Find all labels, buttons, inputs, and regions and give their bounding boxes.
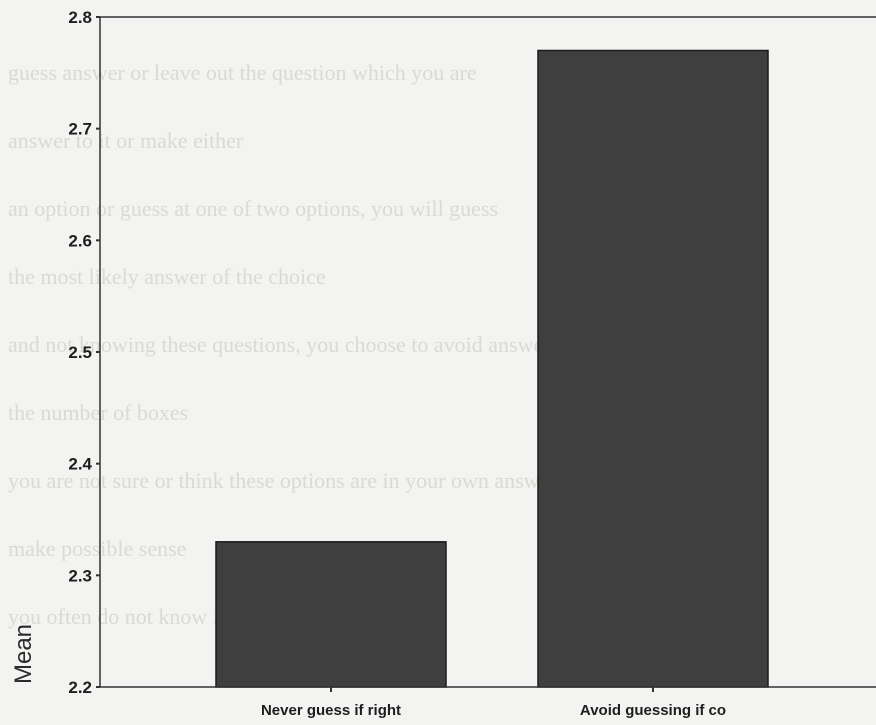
bleed-through-line: answer to it or make either (8, 128, 244, 153)
bar-1 (215, 541, 447, 688)
y-tick-label: 2.7 (68, 120, 92, 139)
bleed-through-line: make possible sense (8, 536, 186, 561)
y-tick-label: 2.2 (68, 678, 92, 697)
y-axis: 2.2 2.3 2.4 2.5 2.6 2.7 2.8 (68, 8, 101, 697)
y-tick-label: 2.6 (68, 231, 92, 250)
x-tick-label: Avoid guessing if co (580, 702, 726, 719)
bleed-through-line: and not knowing these questions, you cho… (8, 332, 579, 357)
bars-group (215, 49, 769, 688)
bleed-through-line: the number of boxes (8, 400, 188, 425)
bleed-through-line: you are not sure or think these options … (8, 468, 565, 493)
bar-2 (537, 49, 769, 688)
y-tick-label: 2.5 (68, 343, 92, 362)
y-tick-label: 2.4 (68, 455, 92, 474)
x-axis: Never guess if right Avoid guessing if co (100, 686, 876, 719)
y-tick-label: 2.3 (68, 566, 92, 585)
bleed-through-text-layer: guess answer or leave out the question w… (8, 60, 579, 629)
y-tick-label: 2.8 (68, 8, 92, 27)
x-tick-label: Never guess if right (261, 702, 401, 719)
y-axis-title: Mean (10, 624, 37, 684)
bleed-through-line: guess answer or leave out the question w… (8, 60, 477, 85)
bleed-through-line: the most likely answer of the choice (8, 264, 326, 289)
bleed-through-line: an option or guess at one of two options… (8, 196, 498, 221)
